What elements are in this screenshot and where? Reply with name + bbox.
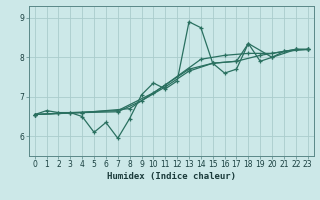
X-axis label: Humidex (Indice chaleur): Humidex (Indice chaleur) <box>107 172 236 181</box>
